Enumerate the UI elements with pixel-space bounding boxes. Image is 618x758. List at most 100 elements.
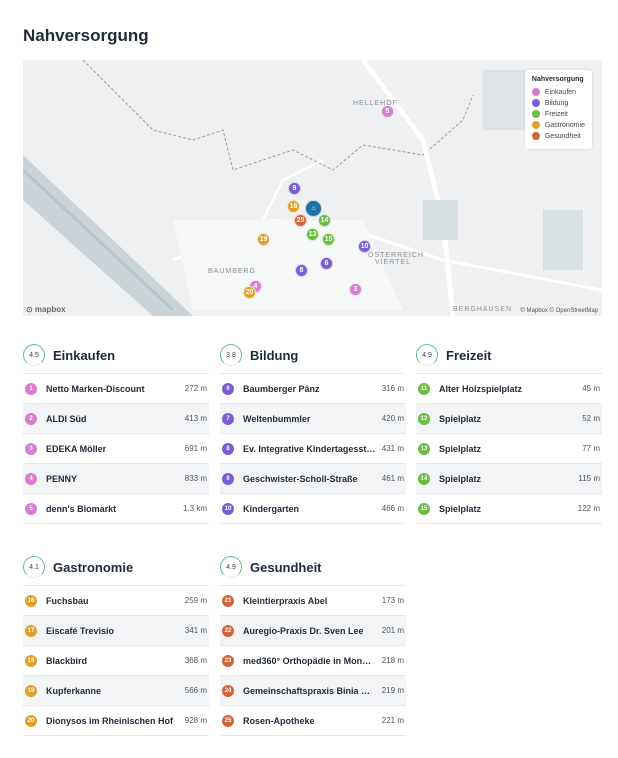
list-item[interactable]: 17 Eiscafé Trevisio 341 m — [23, 616, 209, 646]
marker-number: 13 — [418, 442, 430, 455]
place-distance: 77 m — [582, 444, 600, 453]
map-label: HELLEHOF — [353, 100, 398, 107]
place-name: PENNY — [46, 473, 78, 484]
map-marker[interactable]: 19 — [257, 233, 270, 246]
place-distance: 566 m — [184, 686, 207, 695]
map-marker[interactable]: 9 — [288, 182, 301, 195]
list-item[interactable]: 6 Baumberger Pänz 316 m — [220, 374, 406, 404]
place-name: Geschwister-Scholl-Straße — [243, 473, 358, 484]
map-marker[interactable]: 16 — [287, 200, 300, 213]
place-name: med360° Orthopädie in Monheim — [243, 655, 376, 666]
marker-number: 24 — [222, 684, 234, 697]
list-item[interactable]: 10 Kindergarten 466 m — [220, 494, 406, 524]
category-title: Gastronomie — [53, 559, 134, 575]
place-distance: 115 m — [578, 474, 600, 483]
list-item[interactable]: 12 Spielplatz 52 m — [416, 404, 602, 434]
place-name: ALDI Süd — [46, 413, 87, 424]
list-item[interactable]: 16 Fuchsbau 259 m — [23, 586, 209, 616]
legend-item[interactable]: Gastronomie — [531, 121, 585, 129]
score-badge: 4.1 — [23, 556, 45, 578]
place-name: Eiscafé Trevisio — [46, 625, 115, 636]
map-label: BAUMBERG — [208, 268, 257, 275]
map-marker[interactable]: 13 — [306, 228, 319, 241]
place-name: Netto Marken-Discount — [46, 383, 145, 394]
list-item[interactable]: 24 Gemeinschaftspraxis Binia Halbach 219 m — [220, 676, 406, 706]
map-marker[interactable]: 20 — [243, 286, 256, 299]
legend-label: Gastronomie — [544, 121, 585, 129]
map-marker[interactable]: 3 — [349, 283, 362, 296]
map-marker[interactable]: 8 — [295, 264, 308, 277]
place-name: EDEKA Möller — [46, 443, 107, 454]
map[interactable]: HELLEHOF BAUMBERG ÖSTERREICH VIERTEL BER… — [23, 60, 602, 316]
list-item[interactable]: 9 Geschwister-Scholl-Straße 461 m — [220, 464, 406, 494]
place-distance: 221 m — [381, 716, 404, 725]
list-item[interactable]: 11 Alter Holzspielplatz 45 m — [416, 374, 602, 404]
list-item[interactable]: 22 Auregio-Praxis Dr. Sven Lee 201 m — [220, 616, 406, 646]
list-item[interactable]: 2 ALDI Süd 413 m — [23, 404, 209, 434]
legend-item[interactable]: Einkaufen — [531, 88, 585, 96]
legend-item[interactable]: Gesundheit — [531, 132, 585, 140]
list-item[interactable]: 1 Netto Marken-Discount 272 m — [23, 374, 209, 404]
list-item[interactable]: 18 Blackbird 368 m — [23, 646, 209, 676]
list-item[interactable]: 20 Dionysos im Rheinischen Hof 928 m — [23, 706, 209, 736]
mapbox-logo[interactable]: ⊙ mapbox — [26, 305, 66, 314]
place-name: Gemeinschaftspraxis Binia Halbach — [243, 685, 376, 696]
place-distance: 219 m — [381, 686, 404, 695]
place-distance: 341 m — [184, 626, 207, 635]
place-distance: 173 m — [381, 596, 404, 605]
place-name: Kleintierpraxis Abel — [243, 595, 328, 606]
place-name: Spielplatz — [439, 443, 482, 454]
category-gastronomie: 4.1 Gastronomie 16 Fuchsbau 259 m 17 Eiscafé T… — [23, 555, 209, 736]
marker-number: 25 — [222, 714, 234, 727]
place-distance: 466 m — [381, 504, 404, 513]
map-attribution[interactable]: © Mapbox © OpenStreetMap — [520, 308, 598, 314]
place-name: Alter Holzspielplatz — [439, 383, 523, 394]
place-name: Spielplatz — [439, 473, 482, 484]
list-item[interactable]: 23 med360° Orthopädie in Monheim 218 m — [220, 646, 406, 676]
place-distance: 272 m — [184, 384, 207, 393]
location-pin-icon: ⌂ — [305, 200, 322, 217]
place-distance: 691 m — [184, 444, 207, 453]
category-einkaufen: 4.5 Einkaufen 1 Netto Marken-Discount 272 m 2… — [23, 343, 209, 524]
map-marker[interactable]: 10 — [358, 240, 371, 253]
list-item[interactable]: 19 Kupferkanne 566 m — [23, 676, 209, 706]
list-item[interactable]: 7 Weltenbummler 420 m — [220, 404, 406, 434]
list-item[interactable]: 21 Kleintierpraxis Abel 173 m — [220, 586, 406, 616]
place-distance: 420 m — [381, 414, 404, 423]
legend-item[interactable]: Freizeit — [531, 110, 585, 118]
marker-number: 15 — [418, 502, 430, 515]
place-distance: 201 m — [381, 626, 404, 635]
score-badge: 3.8 — [220, 344, 242, 366]
map-marker[interactable]: 25 — [294, 214, 307, 227]
map-marker[interactable]: 15 — [322, 233, 335, 246]
map-marker[interactable]: 5 — [381, 105, 394, 118]
place-name: Dionysos im Rheinischen Hof — [46, 715, 174, 726]
map-marker[interactable]: 14 — [318, 214, 331, 227]
marker-number: 12 — [418, 412, 430, 425]
place-distance: 431 m — [381, 444, 404, 453]
place-distance: 413 m — [184, 414, 207, 423]
category-title: Bildung — [250, 347, 299, 363]
health-icon — [531, 132, 540, 140]
list-item[interactable]: 3 EDEKA Möller 691 m — [23, 434, 209, 464]
place-distance: 461 m — [381, 474, 404, 483]
map-marker[interactable]: 6 — [320, 257, 333, 270]
list-item[interactable]: 5 denn's Biomarkt 1.3 km — [23, 494, 209, 524]
list-item[interactable]: 15 Spielplatz 122 m — [416, 494, 602, 524]
place-distance: 316 m — [381, 384, 404, 393]
marker-number: 10 — [222, 502, 234, 515]
place-name: Spielplatz — [439, 503, 482, 514]
list-item[interactable]: 14 Spielplatz 115 m — [416, 464, 602, 494]
marker-number: 16 — [25, 594, 37, 607]
category-bildung: 3.8 Bildung 6 Baumberger Pänz 316 m 7 Weltenbu… — [220, 343, 406, 524]
legend-item[interactable]: Bildung — [531, 99, 585, 107]
marker-number: 17 — [25, 624, 37, 637]
list-item[interactable]: 25 Rosen-Apotheke 221 m — [220, 706, 406, 736]
score-badge: 4.9 — [416, 344, 438, 366]
list-item[interactable]: 13 Spielplatz 77 m — [416, 434, 602, 464]
list-item[interactable]: 4 PENNY 833 m — [23, 464, 209, 494]
place-name: Fuchsbau — [46, 595, 89, 606]
place-distance: 218 m — [381, 656, 404, 665]
marker-number: 23 — [222, 654, 234, 667]
list-item[interactable]: 8 Ev. Integrative Kindertagesstätte 431 m — [220, 434, 406, 464]
